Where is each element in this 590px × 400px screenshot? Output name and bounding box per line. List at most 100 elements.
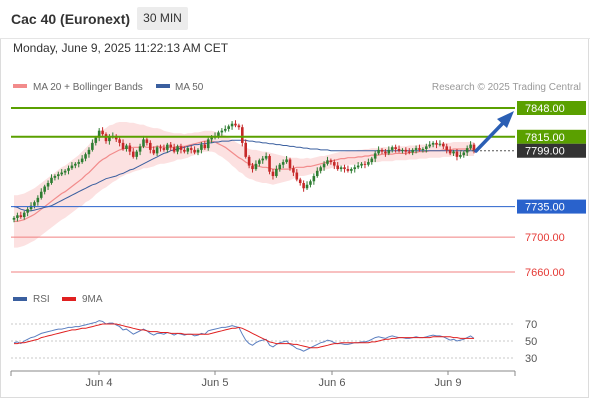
candle — [43, 184, 46, 195]
candle — [186, 146, 190, 155]
candle — [401, 148, 404, 154]
candle — [418, 144, 421, 152]
level-7700.00: 7700.00 — [11, 232, 565, 244]
candle — [97, 128, 101, 142]
candle — [285, 155, 288, 164]
level-7660.00: 7660.00 — [11, 267, 565, 279]
candle — [373, 150, 377, 163]
candle — [407, 148, 411, 155]
timestamp: Monday, June 9, 2025 11:22:13 AM CET — [13, 41, 229, 55]
rsi-ma-legend-swatch — [62, 297, 76, 301]
candle — [101, 127, 104, 136]
candle — [462, 150, 466, 158]
candle — [387, 146, 391, 156]
rsi-tick-label: 70 — [525, 319, 537, 331]
ma20-legend-swatch — [13, 84, 27, 88]
ma50-legend-label: MA 50 — [175, 82, 204, 93]
candle — [125, 143, 128, 152]
candle — [295, 169, 299, 182]
candle — [196, 148, 200, 156]
candle — [148, 140, 152, 154]
candle — [332, 159, 336, 170]
candle — [16, 212, 19, 222]
candle — [19, 211, 23, 219]
candle — [384, 149, 387, 157]
candle — [302, 180, 305, 192]
candle — [50, 174, 53, 185]
candle — [172, 143, 176, 154]
candle — [469, 141, 472, 150]
bollinger-band — [14, 122, 474, 248]
candle — [346, 165, 350, 173]
candle — [200, 142, 203, 154]
candle — [275, 165, 278, 178]
x-tick-label: Jun 4 — [86, 377, 113, 389]
candle — [397, 145, 401, 153]
candle — [223, 125, 227, 133]
candle — [162, 144, 166, 152]
candle — [247, 155, 251, 169]
candle — [404, 147, 408, 156]
candle — [445, 143, 449, 154]
candle — [305, 181, 309, 190]
candle — [435, 140, 438, 149]
candle — [91, 139, 94, 152]
candle — [312, 173, 316, 185]
candle — [377, 146, 380, 156]
candle — [145, 137, 149, 146]
candle — [254, 160, 258, 171]
candle — [452, 149, 455, 156]
time-axis: Jun 4 Jun 5 Jun 6 Jun 9 — [10, 370, 516, 389]
candle — [53, 174, 57, 181]
candle — [343, 164, 346, 173]
candle — [60, 169, 64, 177]
ma50-line — [13, 139, 474, 212]
level-label: 7700.00 — [525, 232, 565, 244]
candle — [363, 161, 367, 169]
candle — [227, 124, 230, 132]
candle — [448, 146, 452, 156]
candle — [183, 146, 186, 154]
rsi-ma-line — [14, 323, 474, 349]
candle — [360, 162, 363, 169]
price-levels: 7848.00 7815.00 7799.00 7735.00 7700.00 7660.… — [11, 101, 586, 279]
candle — [424, 143, 428, 153]
level-label: 7660.00 — [525, 267, 565, 279]
candle — [240, 124, 244, 147]
candle — [380, 148, 384, 155]
candle — [131, 148, 135, 159]
candle — [353, 164, 357, 173]
candle — [438, 140, 442, 147]
timeframe-button[interactable]: 30 MIN — [137, 7, 188, 30]
candle — [84, 152, 87, 162]
candle — [315, 167, 319, 178]
candle — [169, 142, 173, 151]
candle — [237, 123, 241, 130]
candle — [288, 157, 292, 171]
rsi-legend-label: RSI — [33, 294, 50, 305]
level-label: 7735.00 — [525, 202, 565, 214]
candle — [206, 137, 210, 151]
level-label: 7848.00 — [525, 103, 565, 115]
candle — [278, 162, 282, 172]
candle — [251, 162, 254, 173]
candle — [193, 146, 196, 155]
candle — [264, 152, 268, 161]
candle — [56, 171, 60, 180]
rsi-legend-swatch — [13, 297, 27, 301]
candle — [39, 188, 43, 200]
candle — [455, 149, 459, 161]
candle — [367, 158, 370, 167]
candle — [166, 142, 169, 153]
rsi-line — [13, 320, 475, 352]
candle — [189, 145, 193, 154]
candle — [336, 162, 340, 171]
candle — [322, 161, 326, 171]
level-7799.00: 7799.00 — [460, 143, 586, 158]
x-tick-label: Jun 6 — [319, 377, 346, 389]
candle — [428, 141, 432, 149]
x-tick-label: Jun 9 — [435, 377, 462, 389]
candle — [77, 159, 81, 168]
candle — [261, 155, 265, 164]
